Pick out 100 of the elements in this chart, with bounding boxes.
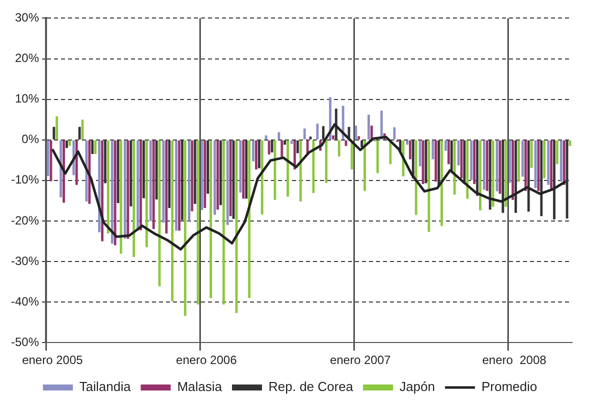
bar <box>165 140 168 234</box>
bar <box>473 140 476 184</box>
bar <box>325 140 328 183</box>
bar <box>175 140 178 231</box>
y-tick-label: -30% <box>11 254 40 268</box>
bar <box>547 140 550 185</box>
bar <box>466 140 469 199</box>
bar <box>562 140 566 185</box>
bar <box>242 140 245 199</box>
bar <box>136 140 140 231</box>
bar <box>486 140 488 191</box>
bar <box>152 140 155 230</box>
bar <box>560 140 562 182</box>
bar <box>149 140 152 221</box>
bar <box>66 140 68 148</box>
bar <box>248 140 250 298</box>
bar <box>210 140 212 298</box>
bar <box>60 140 62 198</box>
bar <box>50 140 52 182</box>
bar <box>338 140 340 156</box>
bar <box>521 140 524 177</box>
bar <box>537 140 540 191</box>
bar <box>444 140 447 151</box>
bar <box>299 140 302 202</box>
y-tick-label: -20% <box>11 213 40 228</box>
bar <box>543 140 546 178</box>
bar <box>214 140 216 215</box>
bar <box>204 140 206 208</box>
bar <box>393 127 396 140</box>
bar <box>101 140 104 242</box>
bar <box>264 135 268 140</box>
bar <box>62 140 65 203</box>
bar <box>184 140 186 316</box>
y-tick-label: 0% <box>22 132 40 146</box>
legend-label: Promedio <box>481 379 538 394</box>
bar <box>332 135 334 140</box>
bar <box>178 140 180 231</box>
bar <box>470 140 473 180</box>
bar <box>68 140 71 146</box>
y-tick-label: 10% <box>14 92 40 106</box>
bar <box>376 140 379 174</box>
bar <box>368 114 370 140</box>
y-tick-label: -10% <box>11 172 40 187</box>
bar <box>94 140 97 154</box>
bar <box>316 124 319 140</box>
bar <box>312 140 315 193</box>
y-tick-label: 30% <box>14 10 40 25</box>
legend-label: Malasia <box>177 379 223 394</box>
bar <box>290 140 293 144</box>
bar <box>453 140 456 195</box>
bar <box>268 140 270 154</box>
bar <box>200 140 204 210</box>
bar <box>140 140 142 230</box>
bar <box>556 140 558 164</box>
legend-label: Tailandia <box>79 379 132 394</box>
y-tick-label: -40% <box>11 294 40 308</box>
y-tick-label: 20% <box>14 51 40 66</box>
bar <box>98 140 101 232</box>
bar <box>370 126 373 140</box>
bar <box>428 140 430 232</box>
bar <box>286 140 289 197</box>
bar <box>239 140 242 193</box>
bar <box>255 140 258 170</box>
bar <box>274 140 276 200</box>
bar <box>358 136 360 140</box>
x-tick-label: enero 2007 <box>330 353 391 368</box>
bar <box>482 140 486 190</box>
bar <box>512 140 514 200</box>
bar <box>110 140 114 244</box>
bar <box>88 140 91 204</box>
bar <box>114 140 116 246</box>
bar <box>296 140 299 154</box>
bar <box>479 140 482 210</box>
x-tick-label: enero 2008 <box>482 353 547 368</box>
y-tick-label: -50% <box>11 334 40 349</box>
bar <box>550 140 552 190</box>
bar <box>517 140 520 182</box>
bar <box>216 140 219 210</box>
x-tick-label: enero 2005 <box>22 353 84 368</box>
bar <box>252 140 254 162</box>
bar <box>440 140 443 226</box>
bar <box>126 140 130 239</box>
bar <box>226 140 229 226</box>
bar <box>406 140 408 145</box>
bar <box>278 132 280 140</box>
bar <box>508 140 512 183</box>
bar <box>190 140 194 212</box>
legend-label: Japón <box>400 379 435 394</box>
bar <box>188 140 190 221</box>
legend-label: Rep. de Corea <box>268 379 354 394</box>
bar <box>145 140 148 248</box>
bar <box>354 126 358 140</box>
bar <box>229 140 232 216</box>
bar <box>235 140 238 313</box>
bar <box>450 140 453 172</box>
bar <box>408 140 412 160</box>
bar <box>414 140 418 215</box>
bar <box>432 140 434 160</box>
bar <box>56 116 58 140</box>
bar <box>504 140 508 207</box>
